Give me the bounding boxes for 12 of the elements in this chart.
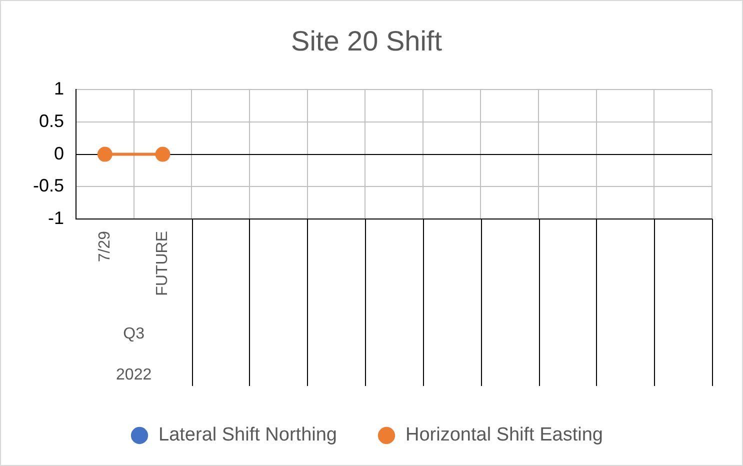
text: Q3 bbox=[123, 325, 145, 342]
x-tick-label: 7/29 bbox=[96, 230, 114, 262]
y-tick-label: -0.5 bbox=[32, 176, 64, 196]
y-tick-label: 1 bbox=[54, 78, 64, 99]
x-tick-label: FUTURE bbox=[154, 231, 172, 296]
text: 2022 bbox=[116, 366, 152, 384]
legend-label: Lateral Shift Northing bbox=[158, 424, 338, 446]
legend-label: Horizontal Shift Easting bbox=[406, 424, 603, 446]
y-tick-label: 0.5 bbox=[38, 110, 64, 131]
y-tick-label: 0 bbox=[54, 143, 64, 164]
chart-title: Site 20 Shift bbox=[291, 26, 442, 57]
y-tick-label: -1 bbox=[48, 208, 64, 228]
